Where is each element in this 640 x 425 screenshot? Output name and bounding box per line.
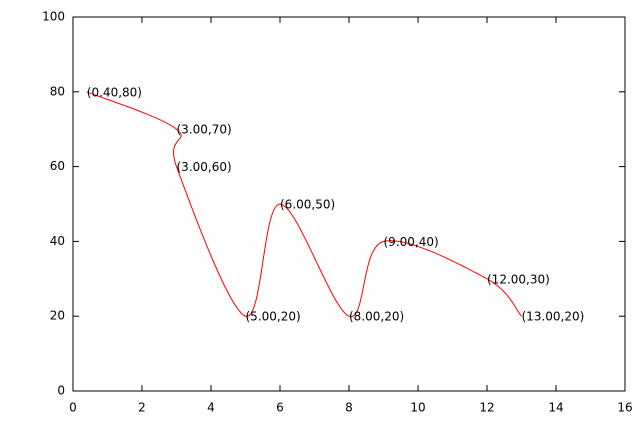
plot-border xyxy=(72,16,626,392)
point-label: (12.00,30) xyxy=(487,272,550,286)
line xyxy=(86,91,522,317)
point-label: (13.00,20) xyxy=(522,310,585,324)
x-tick-label: 2 xyxy=(138,401,146,415)
x-tick-label: 8 xyxy=(345,401,353,415)
x-tick-label: 14 xyxy=(548,401,563,415)
y-tick-label: 20 xyxy=(50,309,65,323)
y-tick-label: 60 xyxy=(50,159,65,173)
point-label: (3.00,70) xyxy=(177,123,232,137)
point-label: (0.40,80) xyxy=(87,85,142,99)
y-tick-label: 0 xyxy=(57,384,65,398)
x-tick-label: 10 xyxy=(410,401,425,415)
x-tick-label: 4 xyxy=(207,401,215,415)
x-tick-label: 6 xyxy=(276,401,284,415)
point-label: (3.00,60) xyxy=(177,160,232,174)
y-tick-label: 40 xyxy=(50,234,65,248)
point-label: (8.00,20) xyxy=(349,310,404,324)
x-tick-label: 0 xyxy=(69,401,77,415)
x-tick-label: 16 xyxy=(617,401,632,415)
point-label: (5.00,20) xyxy=(246,310,301,324)
y-tick-label: 100 xyxy=(42,10,65,24)
point-label: (9.00,40) xyxy=(384,235,439,249)
x-tick-label: 12 xyxy=(479,401,494,415)
point-label: (6.00,50) xyxy=(280,198,335,212)
y-tick-label: 80 xyxy=(50,84,65,98)
